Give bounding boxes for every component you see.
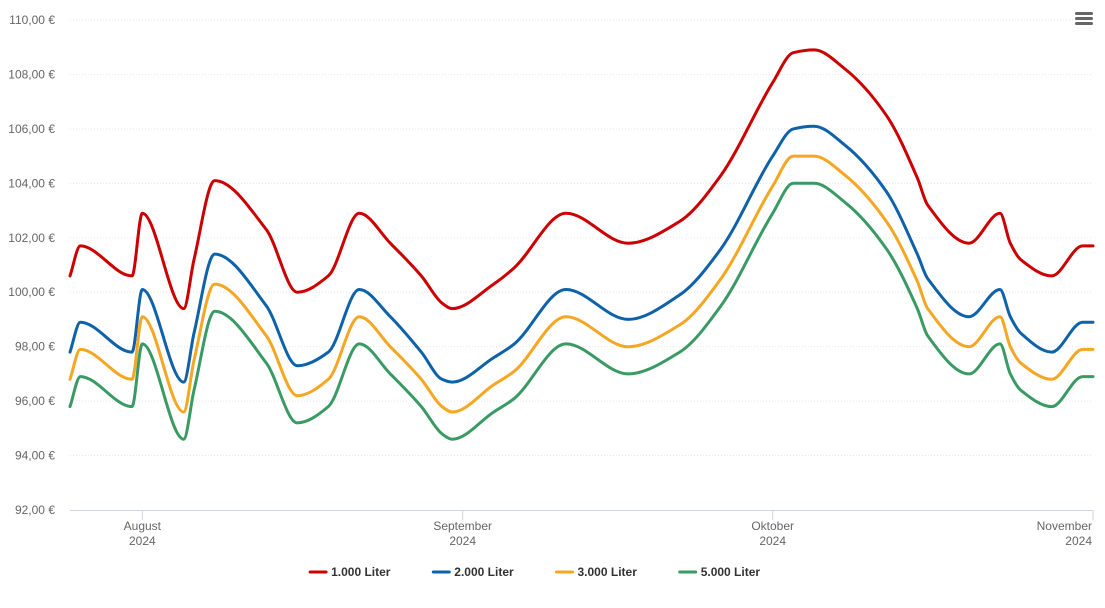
y-tick-label: 102,00 € xyxy=(8,231,55,245)
series-line-2[interactable] xyxy=(68,124,1095,384)
y-tick-label: 96,00 € xyxy=(15,394,55,408)
y-tick-label: 98,00 € xyxy=(15,340,55,354)
legend-item-2[interactable]: 2.000 Liter xyxy=(431,565,514,579)
legend[interactable]: 1.000 Liter 2.000 Liter 3.000 Liter 5.000 L… xyxy=(308,565,761,579)
legend-item-4[interactable]: 5.000 Liter xyxy=(678,565,761,579)
x-tick-year-label: 2024 xyxy=(449,534,476,548)
series-line-4[interactable] xyxy=(68,181,1095,441)
x-tick-label: August xyxy=(124,519,162,533)
x-tick-label: September xyxy=(433,519,492,533)
y-tick-label: 110,00 € xyxy=(9,13,55,27)
y-tick-label: 92,00 € xyxy=(15,503,55,517)
chart-menu-icon[interactable] xyxy=(1075,12,1093,28)
y-tick-label: 106,00 € xyxy=(8,122,55,136)
x-tick-year-label: 2024 xyxy=(129,534,156,548)
series-line-3[interactable] xyxy=(68,154,1095,414)
legend-label: 5.000 Liter xyxy=(701,565,761,579)
x-tick-label: November xyxy=(1037,519,1092,533)
x-tick-year-label: 2024 xyxy=(1065,534,1092,548)
y-tick-label: 104,00 € xyxy=(8,176,55,190)
x-tick-label: Oktober xyxy=(751,519,794,533)
legend-item-3[interactable]: 3.000 Liter xyxy=(555,565,638,579)
legend-label: 1.000 Liter xyxy=(331,565,391,579)
legend-label: 2.000 Liter xyxy=(454,565,514,579)
y-tick-label: 100,00 € xyxy=(8,285,55,299)
grid-layer xyxy=(70,19,1093,457)
legend-item-1[interactable]: 1.000 Liter xyxy=(308,565,391,579)
series-line-1[interactable] xyxy=(68,48,1095,311)
series-layer xyxy=(68,48,1095,441)
axis-layer: 92,00 € 94,00 € 96,00 € 98,00 € 100,00 € 102,… xyxy=(8,13,1094,548)
x-tick-year-label: 2024 xyxy=(759,534,786,548)
y-tick-label: 94,00 € xyxy=(15,449,55,463)
y-tick-label: 108,00 € xyxy=(8,67,55,81)
legend-label: 3.000 Liter xyxy=(578,565,638,579)
